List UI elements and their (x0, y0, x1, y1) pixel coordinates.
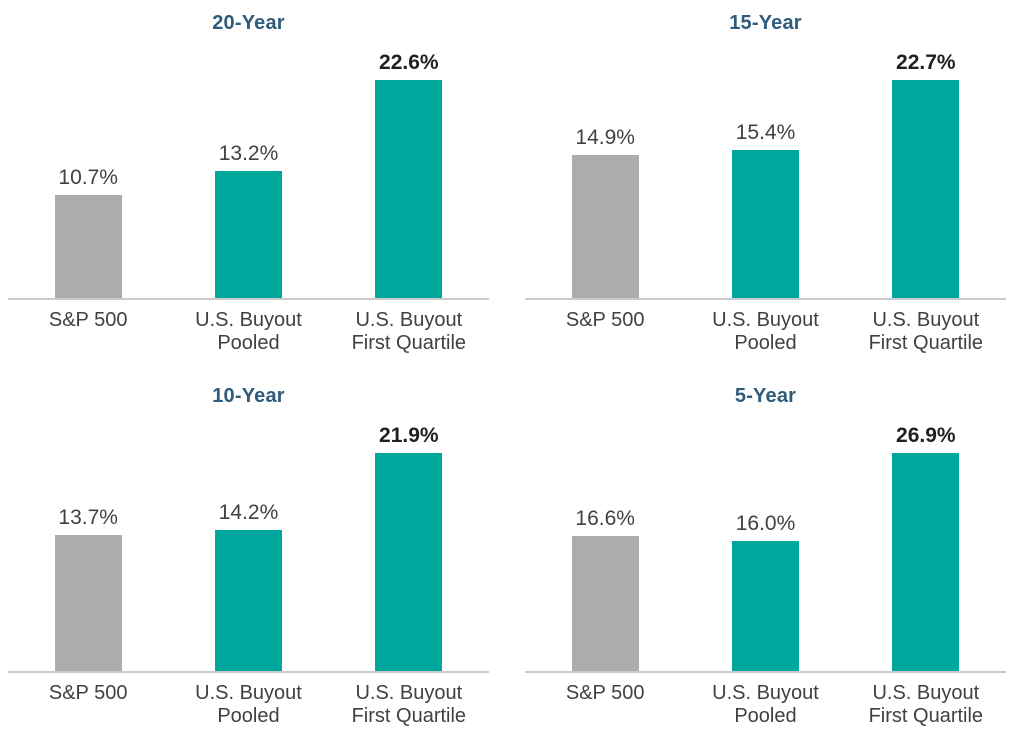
bar-buyout-pooled (731, 150, 799, 298)
value-label: 13.7% (58, 506, 118, 529)
value-label: 15.4% (735, 121, 796, 144)
x-label-buyout-first-quartile: U.S. Buyout First Quartile (868, 682, 984, 728)
x-label-buyout-pooled: U.S. Buyout Pooled (712, 309, 819, 355)
bar-group-sp500: 13.7% (8, 506, 168, 671)
x-label-buyout-pooled: U.S. Buyout Pooled (712, 682, 819, 728)
bar-group-sp500: 16.6% (525, 507, 685, 671)
plot-area: 14.9% 15.4% 22.7% (525, 0, 1006, 300)
value-label: 16.0% (735, 512, 796, 535)
value-label: 10.7% (58, 166, 118, 189)
bar-buyout-first-quartile (892, 453, 960, 671)
x-label-sp500: S&P 500 (565, 682, 645, 704)
chart-body: 15-Year 14.9% 15.4% 22.7% S&P 500 U.S. B… (525, 0, 1006, 373)
value-label: 14.9% (575, 126, 635, 149)
value-label: 14.2% (218, 501, 279, 524)
bar-buyout-first-quartile (375, 453, 443, 671)
chart-15-year: 15-Year 14.9% 15.4% 22.7% S&P 500 U.S. B… (517, 0, 1034, 373)
x-axis-labels: S&P 500 U.S. Buyout Pooled U.S. Buyout F… (8, 302, 489, 356)
value-label-emphasized: 22.7% (896, 51, 956, 74)
x-label-buyout-first-quartile: U.S. Buyout First Quartile (351, 682, 467, 728)
x-label-buyout-pooled: U.S. Buyout Pooled (195, 682, 302, 728)
plot-area: 13.7% 14.2% 21.9% (8, 373, 489, 673)
bar-group-buyout-first-quartile: 26.9% (846, 424, 1006, 671)
x-axis-labels: S&P 500 U.S. Buyout Pooled U.S. Buyout F… (8, 675, 489, 729)
bar-sp500 (54, 195, 122, 298)
chart-title: 20-Year (212, 12, 285, 34)
chart-10-year: 10-Year 13.7% 14.2% 21.9% S&P 500 U.S. B… (0, 373, 517, 746)
bar-buyout-pooled (214, 171, 282, 298)
bar-sp500 (571, 536, 639, 671)
plot-area: 16.6% 16.0% 26.9% (525, 373, 1006, 673)
x-label-sp500: S&P 500 (48, 309, 128, 331)
x-label-sp500: S&P 500 (565, 309, 645, 331)
x-label-buyout-first-quartile: U.S. Buyout First Quartile (868, 309, 984, 355)
bar-group-sp500: 10.7% (8, 166, 168, 298)
bar-group-buyout-first-quartile: 21.9% (329, 424, 489, 671)
chart-body: 10-Year 13.7% 14.2% 21.9% S&P 500 U.S. B… (8, 373, 489, 746)
x-label-buyout-first-quartile: U.S. Buyout First Quartile (351, 309, 467, 355)
value-label-emphasized: 26.9% (896, 424, 956, 447)
value-label-emphasized: 22.6% (379, 51, 439, 74)
bar-buyout-first-quartile (375, 80, 443, 298)
bar-buyout-pooled (214, 530, 282, 671)
bar-buyout-first-quartile (892, 80, 960, 298)
value-label: 16.6% (575, 507, 635, 530)
chart-body: 5-Year 16.6% 16.0% 26.9% S&P 500 U.S. Bu… (525, 373, 1006, 746)
x-label-sp500: S&P 500 (48, 682, 128, 704)
chart-title: 10-Year (212, 385, 285, 407)
bar-group-buyout-first-quartile: 22.6% (329, 51, 489, 298)
bar-sp500 (54, 535, 122, 671)
chart-5-year: 5-Year 16.6% 16.0% 26.9% S&P 500 U.S. Bu… (517, 373, 1034, 746)
bar-group-buyout-pooled: 13.2% (168, 142, 328, 298)
x-label-buyout-pooled: U.S. Buyout Pooled (195, 309, 302, 355)
bar-group-buyout-pooled: 14.2% (168, 501, 328, 671)
plot-area: 10.7% 13.2% 22.6% (8, 0, 489, 300)
chart-title: 15-Year (729, 12, 802, 34)
bar-sp500 (571, 155, 639, 298)
bar-group-sp500: 14.9% (525, 126, 685, 298)
x-axis-labels: S&P 500 U.S. Buyout Pooled U.S. Buyout F… (525, 302, 1006, 356)
chart-body: 20-Year 10.7% 13.2% 22.6% S&P 500 U.S. B… (8, 0, 489, 373)
value-label: 13.2% (218, 142, 279, 165)
chart-title: 5-Year (734, 385, 797, 407)
bar-buyout-pooled (731, 541, 799, 671)
bar-group-buyout-pooled: 15.4% (685, 121, 845, 298)
bar-group-buyout-pooled: 16.0% (685, 512, 845, 671)
x-axis-labels: S&P 500 U.S. Buyout Pooled U.S. Buyout F… (525, 675, 1006, 729)
bar-group-buyout-first-quartile: 22.7% (846, 51, 1006, 298)
value-label-emphasized: 21.9% (379, 424, 439, 447)
chart-20-year: 20-Year 10.7% 13.2% 22.6% S&P 500 U.S. B… (0, 0, 517, 373)
